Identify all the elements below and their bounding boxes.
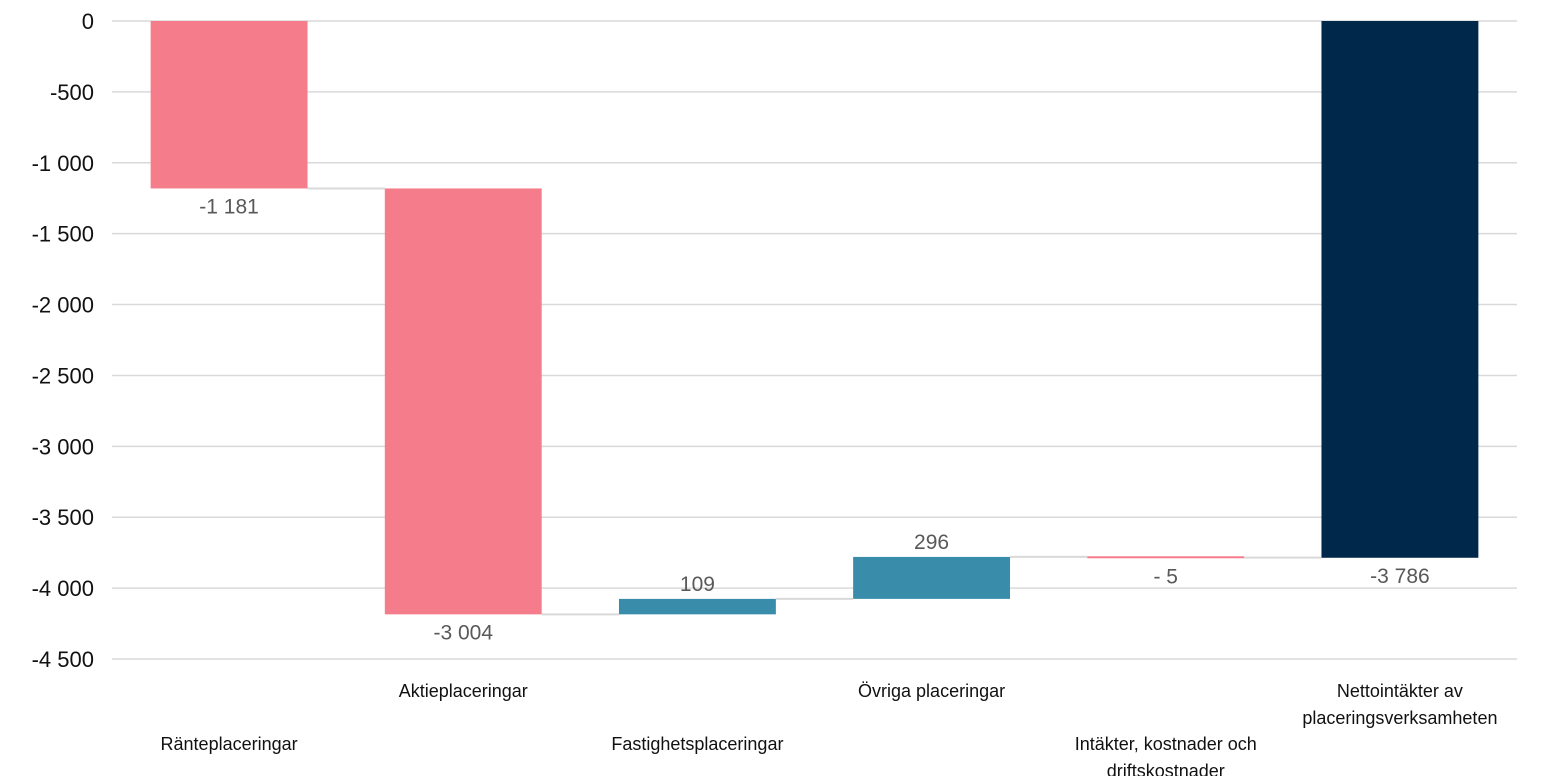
bar <box>618 598 776 615</box>
category-label: Intäkter, kostnader och <box>1075 734 1257 754</box>
bar <box>1321 21 1479 558</box>
y-tick-label: 0 <box>82 9 94 34</box>
data-label: -3 786 <box>1370 565 1430 588</box>
category-label: Nettointäkter av <box>1337 681 1463 701</box>
data-label: -3 004 <box>433 621 493 644</box>
bar <box>1087 556 1245 559</box>
category-label: Aktieplaceringar <box>399 681 528 701</box>
data-labels: -1 181 -3 004 109 296 - 5 -3 786 <box>199 195 1429 644</box>
y-tick-label: -500 <box>50 80 94 105</box>
grid-layer <box>112 20 1517 660</box>
data-label: - 5 <box>1153 565 1178 588</box>
y-tick-label: -2 500 <box>32 363 94 388</box>
y-tick-label: -2 000 <box>32 293 94 318</box>
bar <box>853 556 1011 599</box>
category-label: Ränteplaceringar <box>161 734 298 754</box>
category-labels: Ränteplaceringar Aktieplaceringar Fastighe… <box>161 681 1498 776</box>
category-label: Övriga placeringar <box>858 681 1005 701</box>
bar <box>150 21 308 189</box>
category-label: placeringsverksamheten <box>1302 708 1497 728</box>
data-label: 109 <box>680 573 715 596</box>
connector-layer <box>307 187 1322 616</box>
bar-layer <box>150 21 1479 615</box>
category-label: Fastighetsplaceringar <box>611 734 783 754</box>
data-label: 296 <box>914 531 949 554</box>
y-tick-label: -1 500 <box>32 222 94 247</box>
y-tick-label: -3 000 <box>32 434 94 459</box>
y-tick-label: -1 000 <box>32 151 94 176</box>
y-axis-ticks: 0 -500 -1 000 -1 500 -2 000 -2 500 -3 000 -3 50… <box>32 9 94 672</box>
category-label: driftskostnader <box>1107 761 1225 776</box>
data-label: -1 181 <box>199 195 259 218</box>
y-tick-label: -4 500 <box>32 647 94 672</box>
bar <box>384 188 542 615</box>
y-tick-label: -4 000 <box>32 576 94 601</box>
y-tick-label: -3 500 <box>32 505 94 530</box>
